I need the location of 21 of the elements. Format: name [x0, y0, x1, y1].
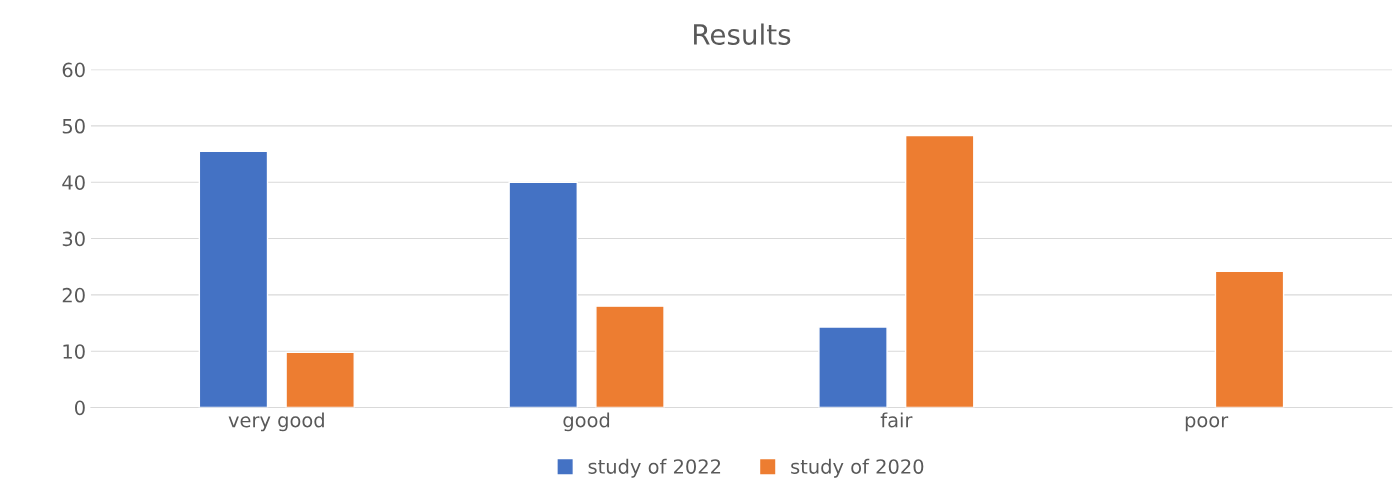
legend-label: study of 2020 — [791, 458, 924, 478]
y-tick-label: 60 — [62, 62, 85, 78]
y-tick-label: 50 — [62, 118, 85, 134]
bar — [1214, 270, 1285, 408]
y-tick-label: 20 — [62, 287, 85, 303]
y-tick-label: 10 — [63, 344, 85, 359]
bar — [904, 134, 975, 408]
legend-label: study of 2022 — [588, 458, 721, 478]
bar — [508, 181, 578, 408]
bar — [818, 326, 888, 408]
x-tick-label: poor — [1185, 416, 1229, 432]
bar — [198, 150, 269, 408]
y-tick-label: 40 — [62, 175, 85, 190]
x-tick-label: fair — [880, 412, 913, 428]
y-tick-label: 0 — [74, 400, 85, 416]
x-tick-label: good — [563, 412, 610, 432]
chart-title: Results — [694, 23, 791, 45]
bar — [595, 305, 665, 408]
x-tick-label: very good — [228, 412, 324, 432]
bar — [285, 351, 355, 408]
y-tick-label: 30 — [62, 231, 85, 247]
